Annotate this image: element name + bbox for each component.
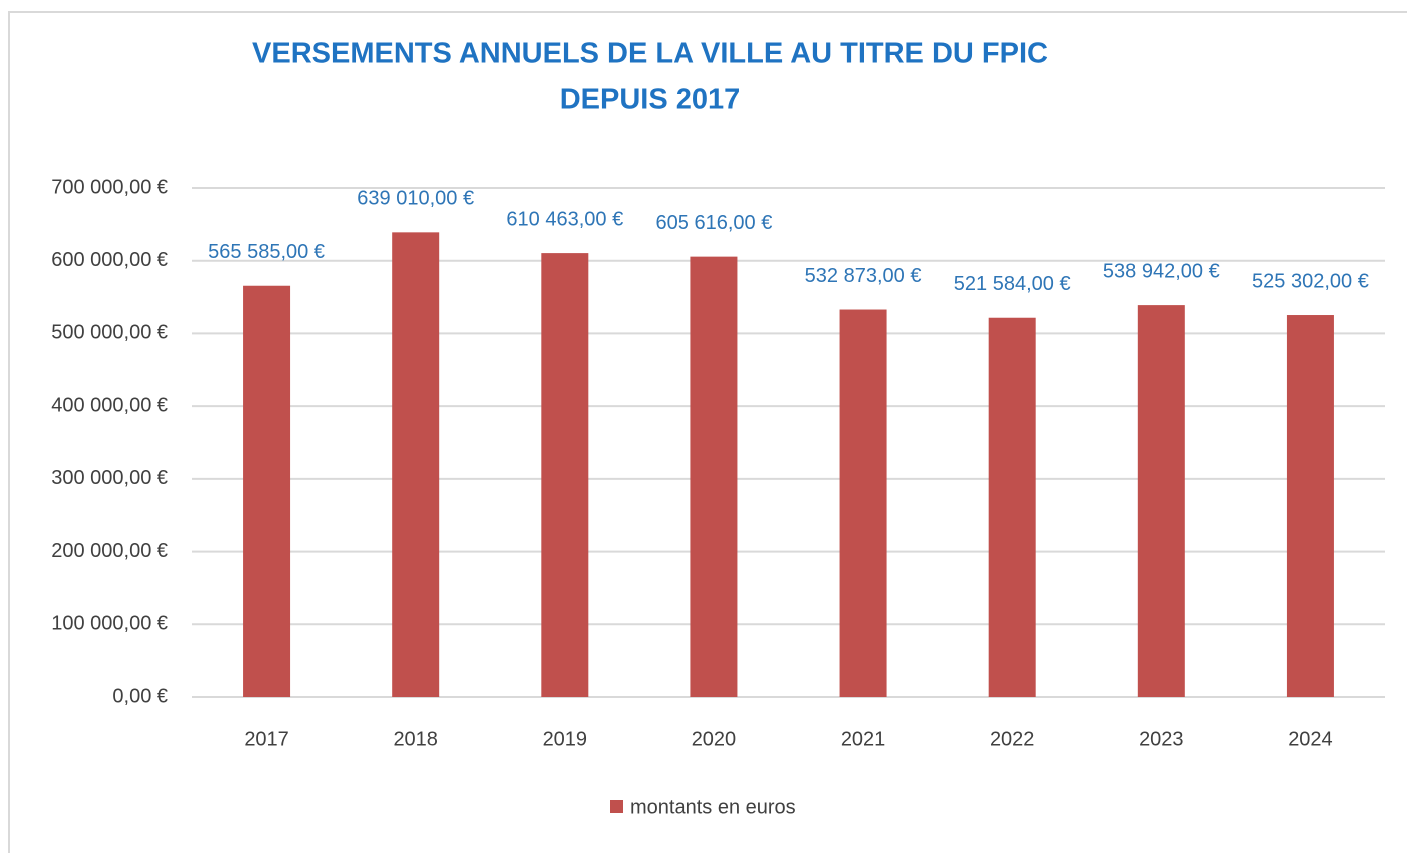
value-label: 538 942,00 € — [1103, 260, 1220, 282]
bar — [541, 253, 589, 697]
x-tick-label: 2017 — [244, 728, 289, 750]
bar — [690, 256, 738, 697]
legend-label: montants en euros — [630, 796, 796, 818]
bar — [392, 232, 440, 697]
x-tick-label: 2019 — [543, 728, 588, 750]
value-label: 605 616,00 € — [656, 212, 773, 234]
chart-frame — [8, 11, 1407, 853]
y-tick-label: 600 000,00 € — [51, 249, 168, 271]
value-label: 565 585,00 € — [208, 241, 325, 263]
chart-title: VERSEMENTS ANNUELS DE LA VILLE AU TITRE … — [252, 38, 1048, 70]
legend-swatch — [610, 800, 623, 813]
y-tick-label: 300 000,00 € — [51, 467, 168, 489]
x-tick-label: 2021 — [841, 728, 886, 750]
y-tick-label: 100 000,00 € — [51, 613, 168, 635]
y-tick-label: 0,00 € — [112, 685, 168, 707]
x-tick-label: 2023 — [1139, 728, 1184, 750]
value-label: 610 463,00 € — [506, 208, 623, 230]
x-tick-label: 2022 — [990, 728, 1035, 750]
x-tick-label: 2024 — [1288, 728, 1333, 750]
x-tick-label: 2020 — [692, 728, 737, 750]
value-label: 532 873,00 € — [805, 265, 922, 287]
bar — [243, 285, 291, 697]
bar — [988, 317, 1036, 697]
value-label: 525 302,00 € — [1252, 270, 1369, 292]
value-label: 639 010,00 € — [357, 188, 474, 210]
bar — [1137, 305, 1185, 697]
y-tick-label: 700 000,00 € — [51, 176, 168, 198]
y-tick-label: 200 000,00 € — [51, 540, 168, 562]
x-tick-label: 2018 — [393, 728, 438, 750]
bar — [1286, 315, 1334, 697]
chart-title: DEPUIS 2017 — [560, 84, 741, 116]
y-tick-label: 400 000,00 € — [51, 394, 168, 416]
value-label: 521 584,00 € — [954, 273, 1071, 295]
y-tick-label: 500 000,00 € — [51, 322, 168, 344]
bar — [839, 309, 887, 697]
